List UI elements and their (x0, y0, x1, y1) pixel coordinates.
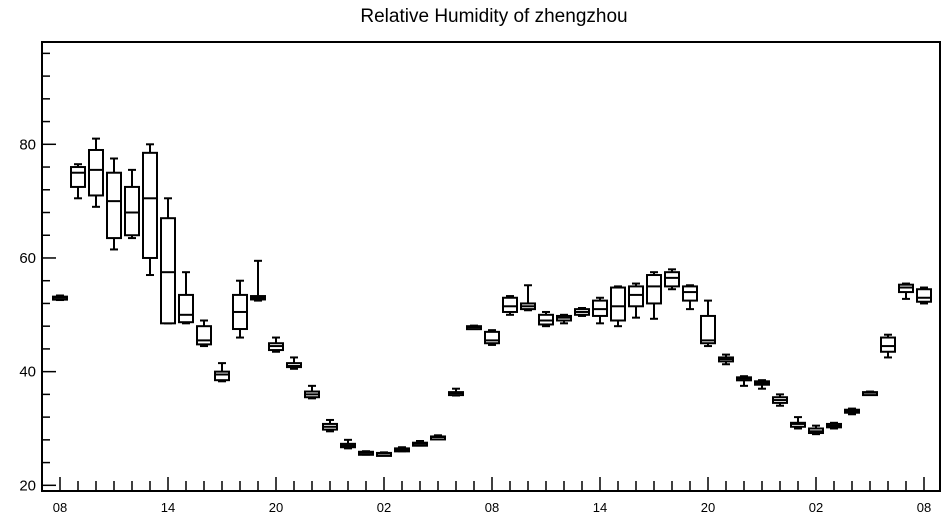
box (862, 390, 878, 397)
box (304, 384, 320, 400)
box (736, 375, 752, 387)
box (682, 284, 698, 311)
box (574, 306, 590, 317)
box (430, 434, 446, 441)
iqr-box (142, 151, 158, 259)
iqr-box (700, 314, 716, 345)
iqr-box (88, 148, 104, 197)
x-tick-label: 20 (269, 500, 283, 515)
box (826, 421, 842, 430)
iqr-box (160, 217, 176, 325)
x-tick-label: 02 (377, 500, 391, 515)
box (646, 271, 662, 320)
box (358, 450, 374, 456)
box (322, 418, 338, 433)
box (754, 379, 770, 390)
box (106, 157, 122, 251)
x-tick-label: 20 (701, 500, 715, 515)
box (448, 387, 464, 397)
iqr-box (196, 325, 212, 346)
iqr-box (502, 296, 518, 313)
plot-frame (41, 41, 941, 492)
box (340, 438, 356, 450)
box (412, 439, 428, 447)
box (808, 424, 824, 436)
iqr-box (124, 185, 140, 237)
box (214, 362, 230, 383)
box (376, 451, 392, 457)
box (466, 324, 482, 331)
iqr-box (880, 336, 896, 353)
iqr-box (628, 285, 644, 308)
box (232, 279, 248, 339)
iqr-box (484, 330, 500, 345)
x-tick-label: 08 (917, 500, 931, 515)
iqr-box (178, 293, 194, 324)
box (520, 284, 536, 312)
box (196, 319, 212, 348)
box (844, 407, 860, 416)
box (160, 197, 176, 325)
box (88, 137, 104, 208)
x-tick-label: 02 (809, 500, 823, 515)
box (556, 313, 572, 325)
box (898, 282, 914, 300)
box (70, 163, 86, 200)
box (178, 271, 194, 325)
box (394, 446, 410, 453)
x-tick-label: 08 (53, 500, 67, 515)
box (538, 310, 554, 328)
iqr-box (610, 286, 626, 322)
x-tick-label: 14 (593, 500, 607, 515)
box (664, 268, 680, 291)
box (484, 329, 500, 346)
y-tick-label: 80 (19, 136, 36, 153)
box (628, 282, 644, 319)
box (286, 356, 302, 370)
iqr-box (916, 288, 932, 303)
box (880, 333, 896, 359)
y-tick-label: 60 (19, 250, 36, 267)
box (592, 296, 608, 325)
box (52, 294, 68, 302)
iqr-box (70, 166, 86, 188)
iqr-box (106, 171, 122, 240)
box (772, 393, 788, 407)
box (700, 299, 716, 348)
iqr-box (664, 271, 680, 288)
box-series (52, 137, 932, 457)
chart-title: Relative Humidity of zhengzhou (360, 6, 627, 27)
box (502, 295, 518, 316)
iqr-box (214, 370, 230, 382)
box (610, 285, 626, 328)
box (142, 143, 158, 277)
box (718, 353, 734, 366)
y-axis: 20 40 60 80 (19, 52, 56, 494)
x-tick-label: 14 (161, 500, 175, 515)
x-axis: 08 14 20 02 08 14 20 02 08 (53, 477, 931, 515)
box (124, 168, 140, 240)
y-tick-label: 20 (19, 477, 36, 494)
box (916, 286, 932, 305)
iqr-box (646, 274, 662, 305)
box (790, 416, 806, 430)
iqr-box (682, 285, 698, 302)
x-tick-label: 08 (485, 500, 499, 515)
box (250, 259, 266, 302)
box (268, 336, 284, 353)
y-tick-label: 40 (19, 364, 36, 381)
